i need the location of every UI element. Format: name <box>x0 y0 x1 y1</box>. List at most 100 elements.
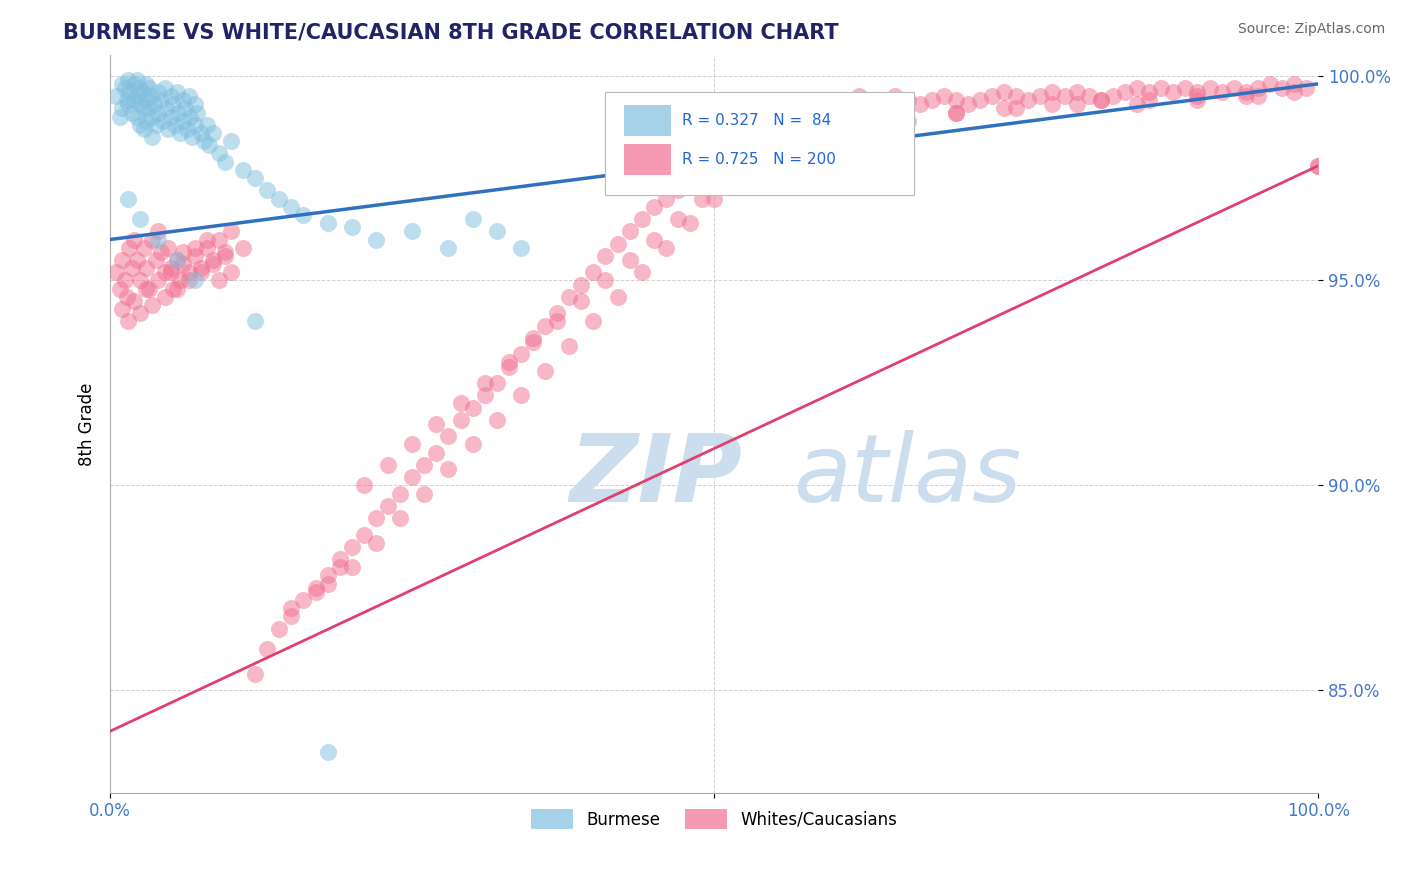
Point <box>666 183 689 197</box>
Point <box>132 121 155 136</box>
Point <box>776 113 799 128</box>
Point <box>142 97 165 112</box>
Point <box>630 212 652 227</box>
Point <box>619 224 641 238</box>
Point <box>1247 81 1270 95</box>
Point <box>141 130 163 145</box>
Point <box>131 85 153 99</box>
Point <box>751 121 773 136</box>
Point <box>208 273 231 287</box>
Point <box>165 118 187 132</box>
Point <box>643 200 665 214</box>
FancyBboxPatch shape <box>606 92 914 195</box>
Point <box>413 458 436 472</box>
Point <box>155 102 177 116</box>
Point <box>1161 85 1184 99</box>
Point <box>135 77 157 91</box>
Point <box>108 110 131 124</box>
Point <box>703 192 725 206</box>
Point <box>848 89 870 103</box>
Point <box>118 85 141 99</box>
Point <box>159 261 181 276</box>
Point <box>304 581 326 595</box>
Point <box>437 241 460 255</box>
Point <box>1234 89 1257 103</box>
Point <box>630 265 652 279</box>
Point <box>763 151 786 165</box>
Point <box>201 252 224 267</box>
Point <box>243 314 266 328</box>
Point <box>498 355 520 369</box>
Point <box>401 470 423 484</box>
Point <box>896 113 918 128</box>
Point <box>114 273 136 287</box>
Point <box>232 162 254 177</box>
Point <box>280 601 302 615</box>
Point <box>461 212 484 227</box>
Point <box>353 527 375 541</box>
Point <box>316 568 339 582</box>
Point <box>509 388 531 402</box>
Point <box>269 192 291 206</box>
Text: atlas: atlas <box>793 430 1021 521</box>
Point <box>643 233 665 247</box>
Point <box>884 110 907 124</box>
Point <box>1211 85 1233 99</box>
Point <box>190 126 212 140</box>
Point <box>183 241 205 255</box>
Point <box>214 249 236 263</box>
Point <box>1090 93 1112 107</box>
Point <box>340 220 363 235</box>
FancyBboxPatch shape <box>624 144 671 175</box>
Point <box>177 273 200 287</box>
Point <box>157 121 180 136</box>
Point <box>183 273 205 287</box>
Point <box>1198 81 1220 95</box>
Point <box>118 241 141 255</box>
Point <box>389 511 412 525</box>
Point <box>522 334 544 349</box>
Point <box>1187 89 1209 103</box>
Point <box>117 314 139 328</box>
Point <box>135 93 157 107</box>
Point <box>125 89 148 103</box>
Point <box>569 293 592 308</box>
Point <box>727 138 749 153</box>
Point <box>655 192 678 206</box>
Point <box>558 290 581 304</box>
Point <box>824 113 846 128</box>
Point <box>485 413 508 427</box>
Point <box>135 113 157 128</box>
Point <box>534 318 557 333</box>
Text: R = 0.725   N = 200: R = 0.725 N = 200 <box>682 152 835 167</box>
Point <box>115 290 138 304</box>
Point <box>534 364 557 378</box>
Point <box>835 93 858 107</box>
Point <box>121 261 143 276</box>
Point <box>679 171 702 186</box>
Point <box>329 560 352 574</box>
Point <box>153 265 176 279</box>
Point <box>1258 77 1281 91</box>
Point <box>437 429 460 443</box>
Point <box>1005 102 1028 116</box>
Point <box>908 97 931 112</box>
Point <box>932 89 955 103</box>
Point <box>125 252 148 267</box>
Point <box>177 89 200 103</box>
Point <box>195 233 218 247</box>
Point <box>1187 93 1209 107</box>
Point <box>655 241 678 255</box>
Point <box>1077 89 1099 103</box>
Point <box>117 192 139 206</box>
Point <box>145 118 167 132</box>
Point <box>177 265 200 279</box>
Point <box>716 146 738 161</box>
Point <box>108 282 131 296</box>
Point <box>166 105 188 120</box>
Point <box>1114 85 1136 99</box>
Point <box>172 244 194 259</box>
Point <box>509 241 531 255</box>
Point <box>1005 89 1028 103</box>
Point <box>124 77 146 91</box>
